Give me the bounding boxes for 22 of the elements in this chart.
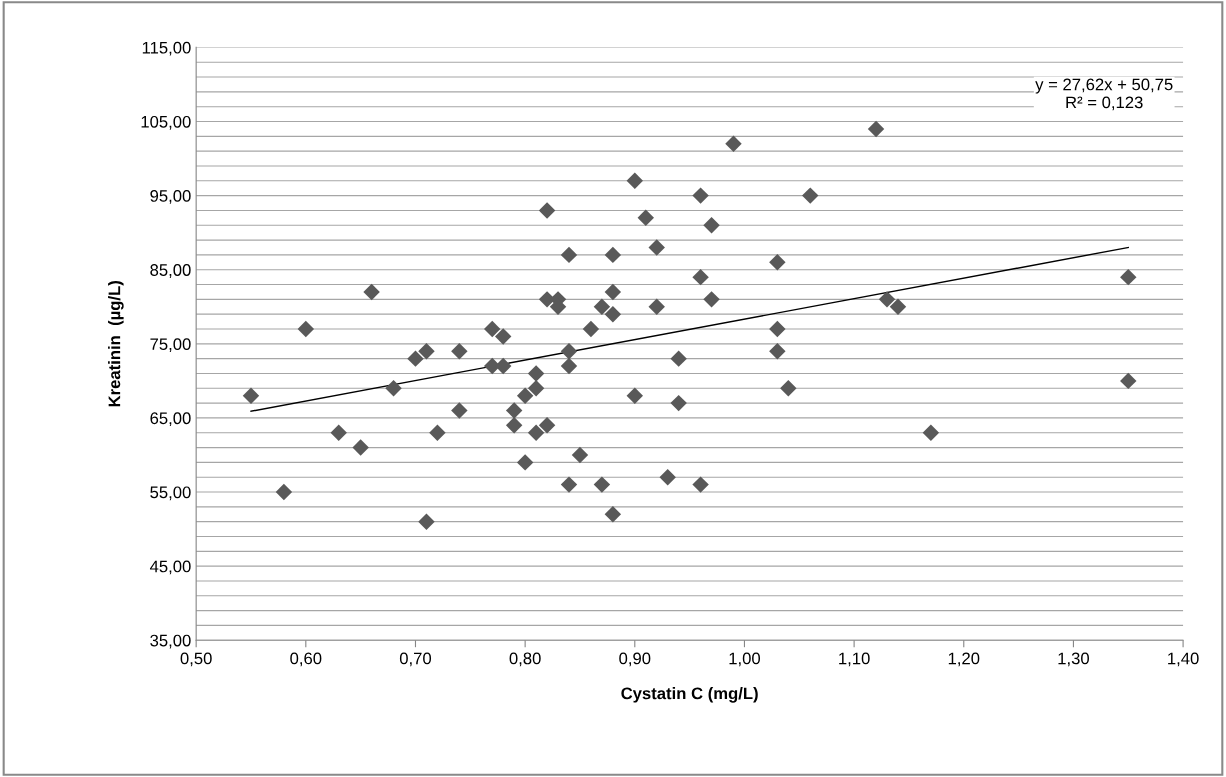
x-tick-label: 0,80 <box>509 652 541 667</box>
y-tick-label: 55,00 <box>150 486 191 501</box>
x-tick-label: 1,00 <box>729 652 761 667</box>
y-tick-label: 95,00 <box>150 190 191 204</box>
y-tick-label: 65,00 <box>150 412 191 427</box>
y-tick-label: 85,00 <box>150 264 191 278</box>
annotation: y = 27,62x + 50,75 R² = 0,123 <box>1035 78 1173 111</box>
x-tick-label: 0,70 <box>399 652 432 667</box>
y-tick-label: 45,00 <box>149 560 191 575</box>
y-tick-label: 115,00 <box>142 41 191 56</box>
y-axis-title: Kreatinin (µg/L) <box>108 281 124 407</box>
x-tick-label: 1,30 <box>1058 652 1089 667</box>
x-tick-label: 0,90 <box>619 652 651 667</box>
x-tick-label: 0,60 <box>290 652 322 667</box>
x-tick-label: 1,40 <box>1168 652 1199 667</box>
x-tick-label: 1,10 <box>839 652 870 667</box>
y-tick-label: 75,00 <box>150 338 191 352</box>
x-axis-title: Cystatin C (mg/L) <box>621 687 758 703</box>
y-tick-label: 35,00 <box>150 634 191 649</box>
x-tick-label: 1,20 <box>948 652 980 667</box>
y-tick-label: 105,00 <box>141 115 191 130</box>
x-tick-label: 0,50 <box>180 652 212 667</box>
